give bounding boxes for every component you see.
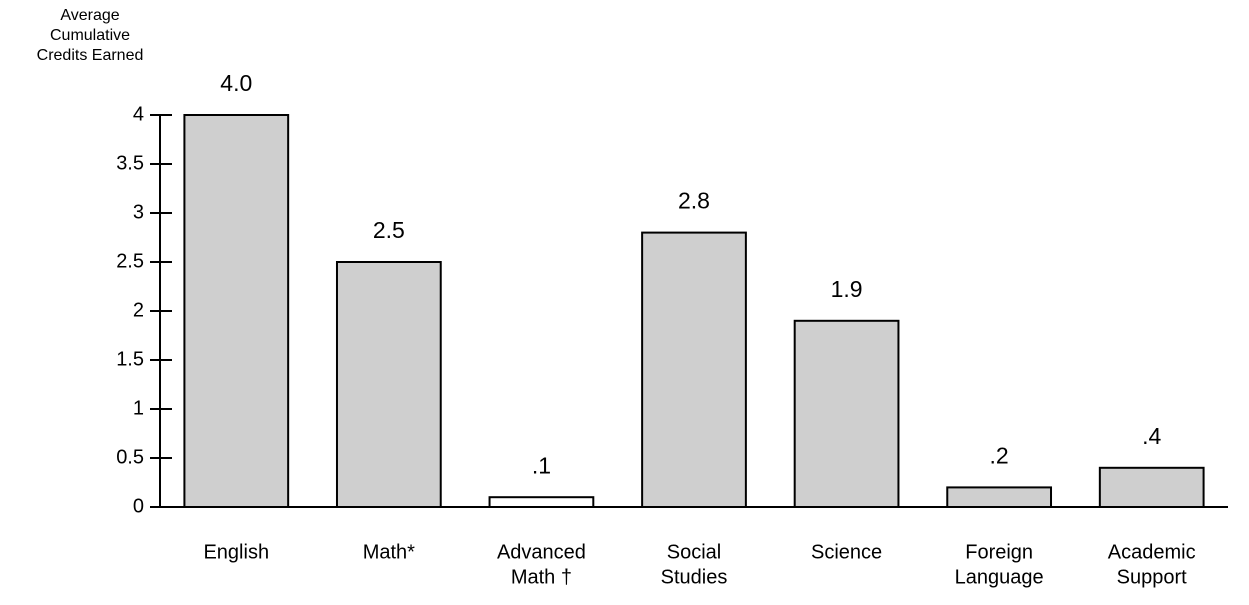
value-label: 2.5 [373, 217, 405, 243]
y-tick-label: 0.5 [116, 446, 144, 468]
bar [793, 319, 900, 508]
bar-group [793, 319, 900, 508]
bar [335, 261, 442, 508]
y-tick-label: 3 [133, 201, 144, 223]
x-tick-label: Studies [661, 566, 728, 588]
x-tick-label: Advanced [497, 541, 586, 563]
bar [641, 231, 747, 508]
y-tick-label: 2.5 [116, 250, 144, 272]
bar-group [946, 486, 1053, 508]
bar [946, 486, 1053, 508]
x-tick-label: Math † [511, 566, 572, 588]
y-tick-label: 2 [133, 299, 144, 321]
value-label: 1.9 [831, 276, 863, 302]
y-tick-label: 4 [133, 103, 144, 125]
x-tick-label: Science [811, 541, 882, 563]
x-tick-label: Language [955, 566, 1044, 588]
y-axis-label: Average [60, 7, 119, 24]
x-tick-label: Support [1117, 566, 1187, 588]
bar [488, 496, 595, 509]
value-label: .4 [1142, 423, 1161, 449]
bar-group [183, 114, 290, 508]
y-tick-label: 3.5 [116, 152, 144, 174]
y-axis-label: Cumulative [50, 27, 130, 44]
x-tick-label: Academic [1108, 541, 1196, 563]
y-tick-label: 1 [133, 397, 144, 419]
value-label: 4.0 [220, 70, 252, 96]
x-tick-label: Math* [363, 541, 415, 563]
y-tick-label: 1.5 [116, 348, 144, 370]
y-axis-label: Credits Earned [37, 47, 144, 64]
bar-group [335, 261, 442, 508]
value-label: .2 [990, 442, 1009, 468]
y-tick-label: 0 [133, 495, 144, 517]
bar [183, 114, 290, 508]
bar-group [488, 496, 595, 509]
bar-group [1098, 466, 1205, 508]
x-tick-label: Foreign [965, 541, 1033, 563]
x-tick-label: Social [667, 541, 721, 563]
value-label: 2.8 [678, 188, 710, 214]
value-label: .1 [532, 452, 551, 478]
bar [1098, 466, 1205, 508]
x-tick-label: English [203, 541, 269, 563]
bar-group [641, 231, 747, 508]
